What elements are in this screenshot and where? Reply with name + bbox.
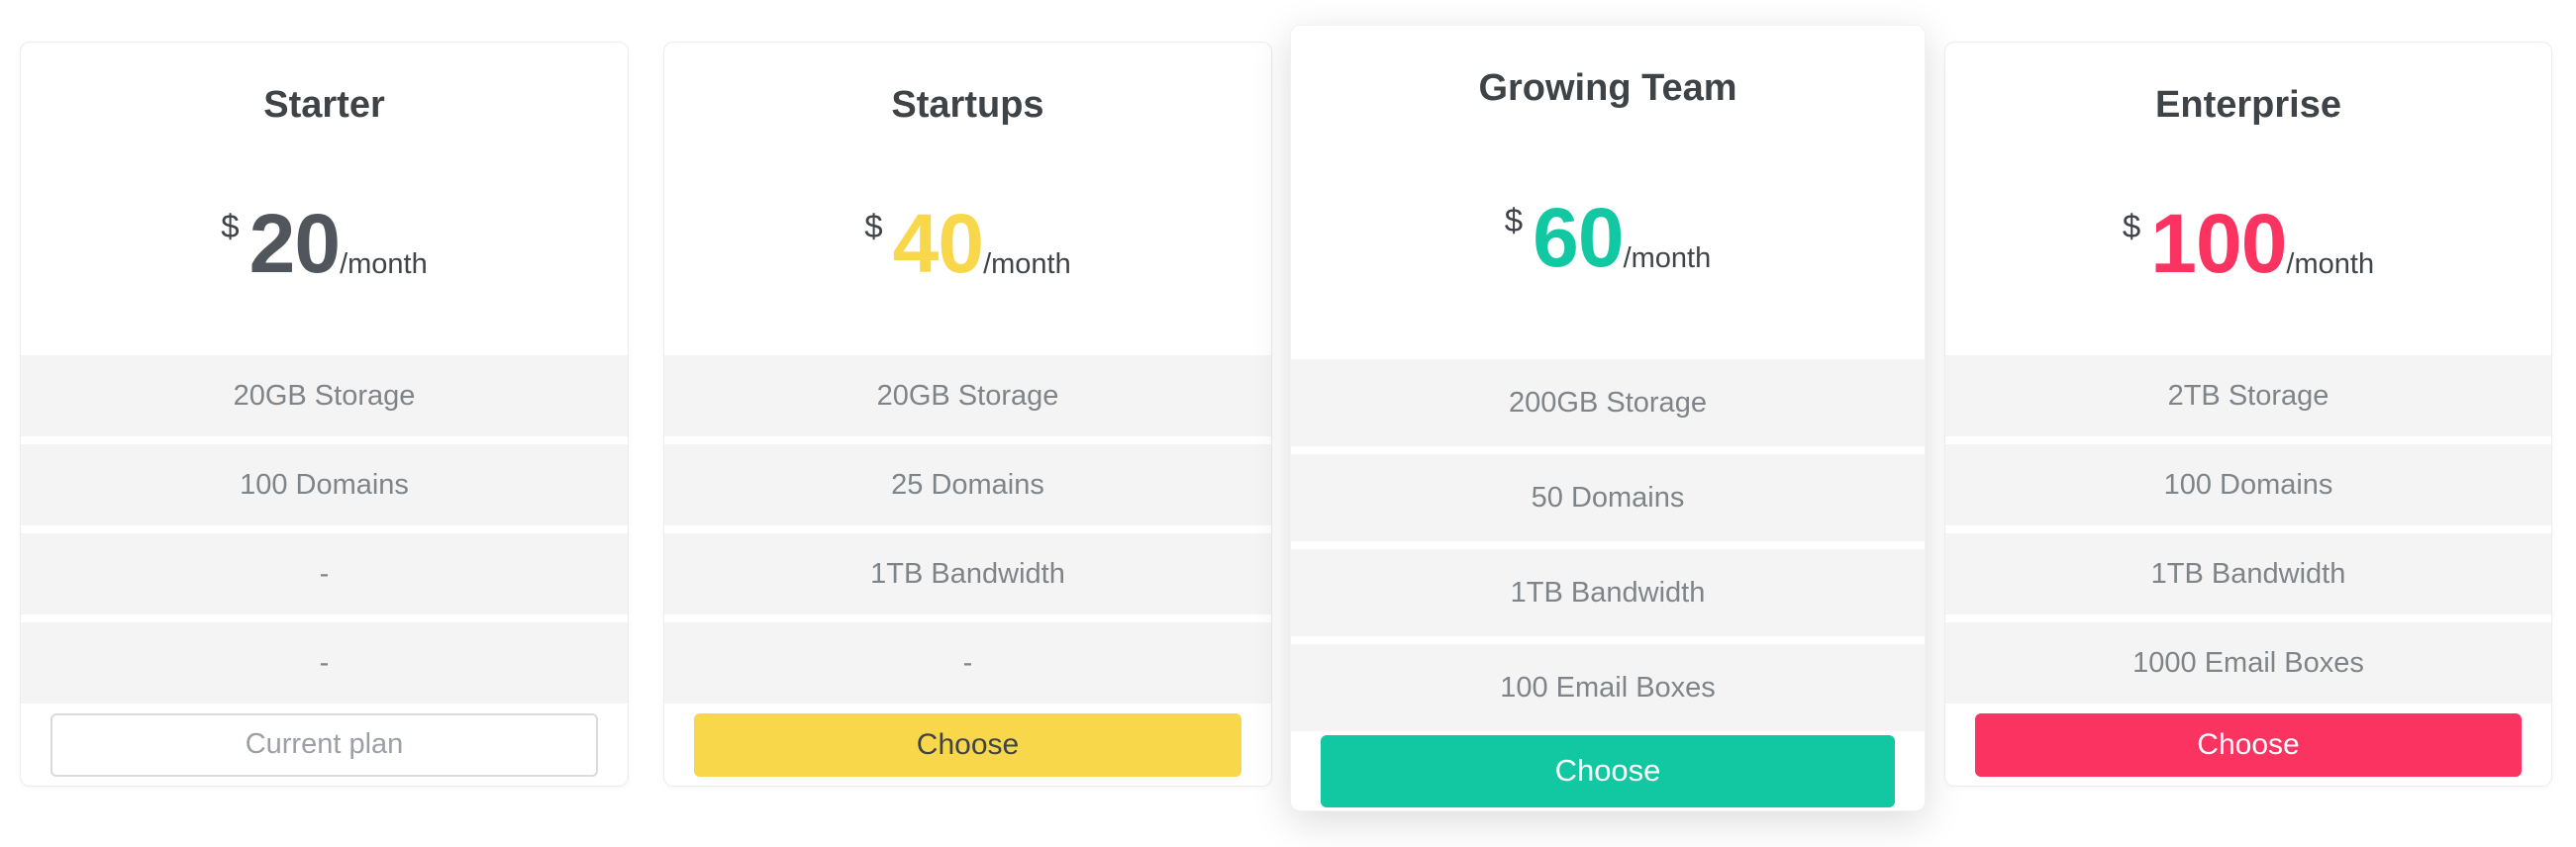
plan-title: Growing Team	[1478, 67, 1737, 109]
pricing-card-starter: Starter $ 20 /month 20GB Storage 100 Dom…	[20, 42, 629, 787]
feature-row: 100 Domains	[21, 444, 628, 525]
pricing-card-enterprise: Enterprise $ 100 /month 2TB Storage 100 …	[1944, 42, 2552, 787]
feature-row: -	[21, 533, 628, 614]
price-amount: 20	[248, 197, 341, 290]
feature-list: 20GB Storage 25 Domains 1TB Bandwidth -	[664, 355, 1271, 704]
feature-list: 200GB Storage 50 Domains 1TB Bandwidth 1…	[1291, 359, 1925, 731]
currency-symbol: $	[2122, 208, 2141, 244]
choose-button-startups[interactable]: Choose	[694, 712, 1241, 777]
feature-row: 25 Domains	[664, 444, 1271, 525]
plan-title: Starter	[263, 84, 385, 126]
plan-title: Startups	[891, 84, 1044, 126]
currency-symbol: $	[221, 208, 240, 244]
price-period: /month	[983, 248, 1071, 280]
price-amount: 100	[2150, 197, 2287, 290]
feature-row: 20GB Storage	[21, 355, 628, 436]
feature-row: 1TB Bandwidth	[664, 533, 1271, 614]
pricing-card-growing-team: Growing Team $ 60 /month 200GB Storage 5…	[1290, 25, 1926, 811]
price-period: /month	[1623, 242, 1712, 274]
feature-row: 200GB Storage	[1291, 359, 1925, 446]
card-footer: Choose	[664, 704, 1271, 786]
currency-symbol: $	[1504, 202, 1524, 238]
feature-row: 50 Domains	[1291, 454, 1925, 541]
card-footer: Choose	[1945, 704, 2551, 786]
plan-title: Enterprise	[2155, 84, 2341, 126]
price-amount: 60	[1533, 191, 1624, 284]
feature-row: 1000 Email Boxes	[1945, 622, 2551, 704]
feature-row: -	[664, 622, 1271, 704]
feature-row: 20GB Storage	[664, 355, 1271, 436]
choose-button-growing-team[interactable]: Choose	[1321, 734, 1895, 807]
plan-price: $ 100 /month	[1945, 202, 2551, 285]
feature-row: -	[21, 622, 628, 704]
feature-row: 100 Domains	[1945, 444, 2551, 525]
price-amount: 40	[892, 197, 984, 290]
pricing-card-startups: Startups $ 40 /month 20GB Storage 25 Dom…	[663, 42, 1272, 787]
feature-row: 100 Email Boxes	[1291, 644, 1925, 731]
plan-price: $ 60 /month	[1291, 196, 1925, 279]
card-footer: Current plan	[21, 704, 628, 786]
current-plan-button[interactable]: Current plan	[50, 712, 598, 777]
feature-row: 1TB Bandwidth	[1945, 533, 2551, 614]
currency-symbol: $	[864, 208, 883, 244]
feature-list: 20GB Storage 100 Domains - -	[21, 355, 628, 704]
feature-list: 2TB Storage 100 Domains 1TB Bandwidth 10…	[1945, 355, 2551, 704]
price-period: /month	[2286, 248, 2375, 280]
feature-row: 1TB Bandwidth	[1291, 549, 1925, 636]
plan-price: $ 40 /month	[664, 202, 1271, 285]
feature-row: 2TB Storage	[1945, 355, 2551, 436]
price-period: /month	[340, 248, 428, 280]
card-footer: Choose	[1291, 731, 1925, 810]
plan-price: $ 20 /month	[21, 202, 628, 285]
choose-button-enterprise[interactable]: Choose	[1975, 712, 2522, 777]
